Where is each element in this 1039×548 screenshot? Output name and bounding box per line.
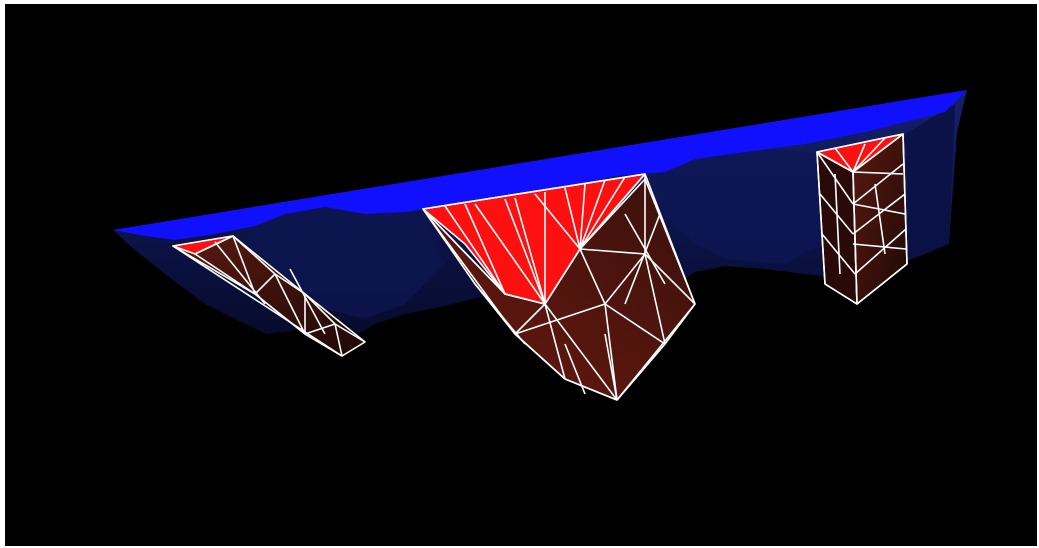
cavity-center: [422, 173, 696, 401]
cavity-left-wireframe: [172, 235, 366, 357]
cavity-center-wireframe: [422, 173, 696, 401]
mesh-scene: [113, 90, 967, 401]
terrain-top-surface: [113, 90, 967, 240]
cavity-right: [816, 133, 908, 305]
cavity-left: [172, 235, 366, 357]
3d-viewport[interactable]: [5, 4, 1037, 546]
cavity-right-wireframe: [816, 133, 908, 305]
terrain-shade-2: [655, 150, 825, 264]
terrain-shade-3: [905, 104, 955, 254]
